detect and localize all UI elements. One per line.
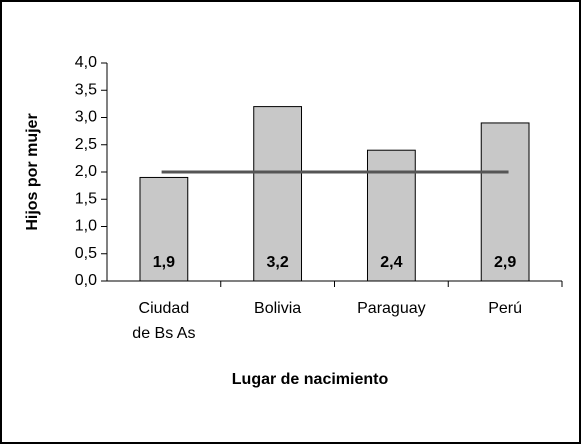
bar [139, 176, 189, 282]
y-tick-label: 0,0 [75, 272, 97, 289]
y-tick-label: 2,0 [75, 163, 97, 180]
value-label: 2,9 [494, 254, 516, 271]
y-tick-label: 4,0 [75, 54, 97, 71]
value-label: 2,4 [380, 254, 402, 271]
value-label: 1,9 [153, 254, 175, 271]
y-tick-label: 1,0 [75, 218, 97, 235]
y-axis-label: Hijos por mujer [24, 113, 41, 230]
y-tick-label: 0,5 [75, 245, 97, 262]
x-axis-label: Lugar de nacimiento [232, 371, 389, 388]
x-tick-label: Paraguay [357, 300, 426, 317]
y-tick-label: 3,0 [75, 109, 97, 126]
value-label: 3,2 [267, 254, 289, 271]
x-tick-label: Bolivia [254, 300, 302, 317]
x-tick-label: Ciudad de Bs As [132, 300, 196, 342]
y-tick-label: 3,5 [75, 81, 97, 98]
y-tick-label: 2,5 [75, 136, 97, 153]
y-tick-label: 1,5 [75, 190, 97, 207]
bar [480, 122, 530, 282]
x-tick-label: Perú [488, 300, 523, 317]
